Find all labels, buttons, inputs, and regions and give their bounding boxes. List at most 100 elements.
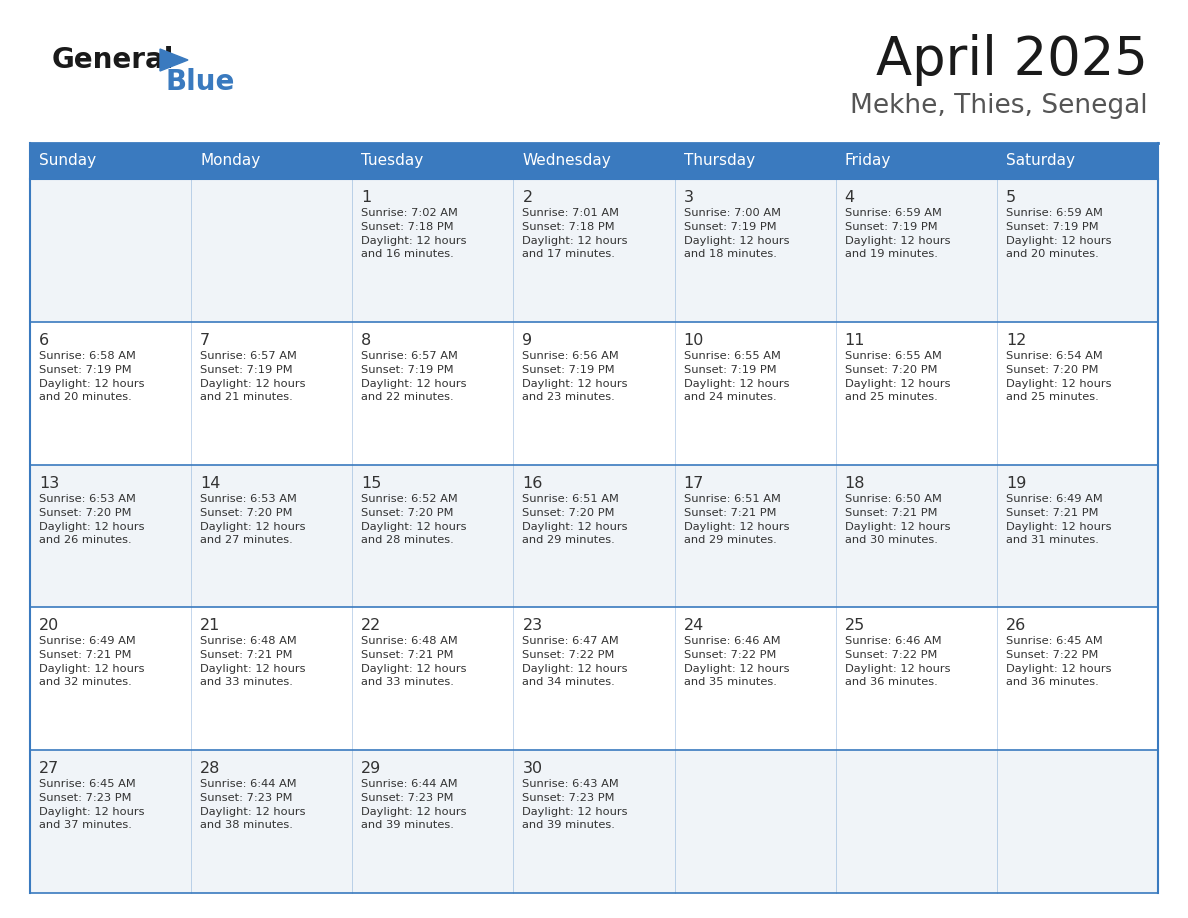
- Text: Tuesday: Tuesday: [361, 153, 424, 169]
- Text: and 21 minutes.: and 21 minutes.: [200, 392, 293, 402]
- Text: Sunset: 7:19 PM: Sunset: 7:19 PM: [361, 364, 454, 375]
- Text: 22: 22: [361, 619, 381, 633]
- Text: Daylight: 12 hours: Daylight: 12 hours: [523, 521, 628, 532]
- Text: 9: 9: [523, 333, 532, 348]
- Text: 25: 25: [845, 619, 865, 633]
- Text: Sunset: 7:19 PM: Sunset: 7:19 PM: [200, 364, 292, 375]
- Text: Sunset: 7:22 PM: Sunset: 7:22 PM: [845, 650, 937, 660]
- Text: and 16 minutes.: and 16 minutes.: [361, 249, 454, 259]
- Text: and 25 minutes.: and 25 minutes.: [1006, 392, 1099, 402]
- Text: Daylight: 12 hours: Daylight: 12 hours: [845, 379, 950, 389]
- Text: 20: 20: [39, 619, 59, 633]
- Text: Daylight: 12 hours: Daylight: 12 hours: [845, 521, 950, 532]
- Text: Daylight: 12 hours: Daylight: 12 hours: [361, 665, 467, 675]
- Text: Sunrise: 7:00 AM: Sunrise: 7:00 AM: [683, 208, 781, 218]
- Text: Daylight: 12 hours: Daylight: 12 hours: [845, 236, 950, 246]
- Text: and 19 minutes.: and 19 minutes.: [845, 249, 937, 259]
- Text: Sunset: 7:23 PM: Sunset: 7:23 PM: [39, 793, 132, 803]
- Text: Sunset: 7:18 PM: Sunset: 7:18 PM: [361, 222, 454, 232]
- Bar: [191, 143, 353, 179]
- Text: Sunset: 7:23 PM: Sunset: 7:23 PM: [361, 793, 454, 803]
- Bar: [675, 143, 835, 179]
- Text: 12: 12: [1006, 333, 1026, 348]
- Text: and 29 minutes.: and 29 minutes.: [523, 534, 615, 544]
- Text: Sunset: 7:20 PM: Sunset: 7:20 PM: [361, 508, 454, 518]
- Text: 28: 28: [200, 761, 221, 777]
- Text: Sunset: 7:22 PM: Sunset: 7:22 PM: [683, 650, 776, 660]
- Text: Sunrise: 6:45 AM: Sunrise: 6:45 AM: [39, 779, 135, 789]
- Text: Sunset: 7:22 PM: Sunset: 7:22 PM: [1006, 650, 1098, 660]
- Text: Sunrise: 6:53 AM: Sunrise: 6:53 AM: [39, 494, 135, 504]
- Text: Sunrise: 6:57 AM: Sunrise: 6:57 AM: [361, 351, 459, 361]
- Text: Sunset: 7:18 PM: Sunset: 7:18 PM: [523, 222, 615, 232]
- Text: Sunset: 7:19 PM: Sunset: 7:19 PM: [845, 222, 937, 232]
- Text: Sunset: 7:20 PM: Sunset: 7:20 PM: [39, 508, 132, 518]
- Text: 4: 4: [845, 190, 855, 205]
- Text: 5: 5: [1006, 190, 1016, 205]
- Text: Sunset: 7:21 PM: Sunset: 7:21 PM: [1006, 508, 1099, 518]
- Bar: [30, 143, 191, 179]
- Text: Sunrise: 6:44 AM: Sunrise: 6:44 AM: [361, 779, 457, 789]
- Text: Thursday: Thursday: [683, 153, 754, 169]
- Text: and 24 minutes.: and 24 minutes.: [683, 392, 776, 402]
- Text: Sunrise: 6:55 AM: Sunrise: 6:55 AM: [683, 351, 781, 361]
- Text: Daylight: 12 hours: Daylight: 12 hours: [683, 379, 789, 389]
- Text: Daylight: 12 hours: Daylight: 12 hours: [200, 665, 305, 675]
- Text: Sunset: 7:21 PM: Sunset: 7:21 PM: [200, 650, 292, 660]
- Text: Sunrise: 6:58 AM: Sunrise: 6:58 AM: [39, 351, 135, 361]
- Text: and 27 minutes.: and 27 minutes.: [200, 534, 293, 544]
- Text: 14: 14: [200, 476, 221, 490]
- Text: Sunrise: 6:56 AM: Sunrise: 6:56 AM: [523, 351, 619, 361]
- Text: Sunset: 7:22 PM: Sunset: 7:22 PM: [523, 650, 615, 660]
- Text: and 30 minutes.: and 30 minutes.: [845, 534, 937, 544]
- Text: and 17 minutes.: and 17 minutes.: [523, 249, 615, 259]
- Text: Sunset: 7:20 PM: Sunset: 7:20 PM: [200, 508, 292, 518]
- Text: Saturday: Saturday: [1006, 153, 1075, 169]
- Text: Sunrise: 6:48 AM: Sunrise: 6:48 AM: [200, 636, 297, 646]
- Text: and 36 minutes.: and 36 minutes.: [1006, 677, 1099, 688]
- Text: and 26 minutes.: and 26 minutes.: [39, 534, 132, 544]
- Bar: [30, 322, 1158, 465]
- Text: Sunset: 7:19 PM: Sunset: 7:19 PM: [39, 364, 132, 375]
- Text: and 39 minutes.: and 39 minutes.: [523, 820, 615, 830]
- Text: Daylight: 12 hours: Daylight: 12 hours: [523, 807, 628, 817]
- Text: and 20 minutes.: and 20 minutes.: [39, 392, 132, 402]
- Text: 19: 19: [1006, 476, 1026, 490]
- Text: General: General: [52, 46, 175, 74]
- Text: and 28 minutes.: and 28 minutes.: [361, 534, 454, 544]
- Text: and 32 minutes.: and 32 minutes.: [39, 677, 132, 688]
- Text: 15: 15: [361, 476, 381, 490]
- Text: 21: 21: [200, 619, 221, 633]
- Text: Daylight: 12 hours: Daylight: 12 hours: [523, 665, 628, 675]
- Text: Sunset: 7:21 PM: Sunset: 7:21 PM: [845, 508, 937, 518]
- Text: Sunrise: 6:51 AM: Sunrise: 6:51 AM: [683, 494, 781, 504]
- Text: Daylight: 12 hours: Daylight: 12 hours: [200, 807, 305, 817]
- Text: Sunrise: 6:54 AM: Sunrise: 6:54 AM: [1006, 351, 1102, 361]
- Text: Sunday: Sunday: [39, 153, 96, 169]
- Text: Sunrise: 6:49 AM: Sunrise: 6:49 AM: [39, 636, 135, 646]
- Text: Sunrise: 6:55 AM: Sunrise: 6:55 AM: [845, 351, 942, 361]
- Text: 26: 26: [1006, 619, 1026, 633]
- Text: 23: 23: [523, 619, 543, 633]
- Text: and 35 minutes.: and 35 minutes.: [683, 677, 777, 688]
- Text: Sunset: 7:21 PM: Sunset: 7:21 PM: [683, 508, 776, 518]
- Bar: [30, 750, 1158, 893]
- Text: Daylight: 12 hours: Daylight: 12 hours: [361, 807, 467, 817]
- Text: Daylight: 12 hours: Daylight: 12 hours: [683, 665, 789, 675]
- Text: Daylight: 12 hours: Daylight: 12 hours: [39, 379, 145, 389]
- Bar: [30, 465, 1158, 608]
- Text: Daylight: 12 hours: Daylight: 12 hours: [1006, 665, 1111, 675]
- Text: Daylight: 12 hours: Daylight: 12 hours: [39, 807, 145, 817]
- Text: Sunset: 7:19 PM: Sunset: 7:19 PM: [683, 222, 776, 232]
- Text: Friday: Friday: [845, 153, 891, 169]
- Text: Sunrise: 6:47 AM: Sunrise: 6:47 AM: [523, 636, 619, 646]
- Text: and 18 minutes.: and 18 minutes.: [683, 249, 777, 259]
- Text: 7: 7: [200, 333, 210, 348]
- Text: Sunrise: 6:44 AM: Sunrise: 6:44 AM: [200, 779, 297, 789]
- Text: Sunrise: 6:57 AM: Sunrise: 6:57 AM: [200, 351, 297, 361]
- Text: Daylight: 12 hours: Daylight: 12 hours: [39, 665, 145, 675]
- Text: Daylight: 12 hours: Daylight: 12 hours: [200, 521, 305, 532]
- Text: 11: 11: [845, 333, 865, 348]
- Text: Sunset: 7:19 PM: Sunset: 7:19 PM: [683, 364, 776, 375]
- Text: Daylight: 12 hours: Daylight: 12 hours: [361, 236, 467, 246]
